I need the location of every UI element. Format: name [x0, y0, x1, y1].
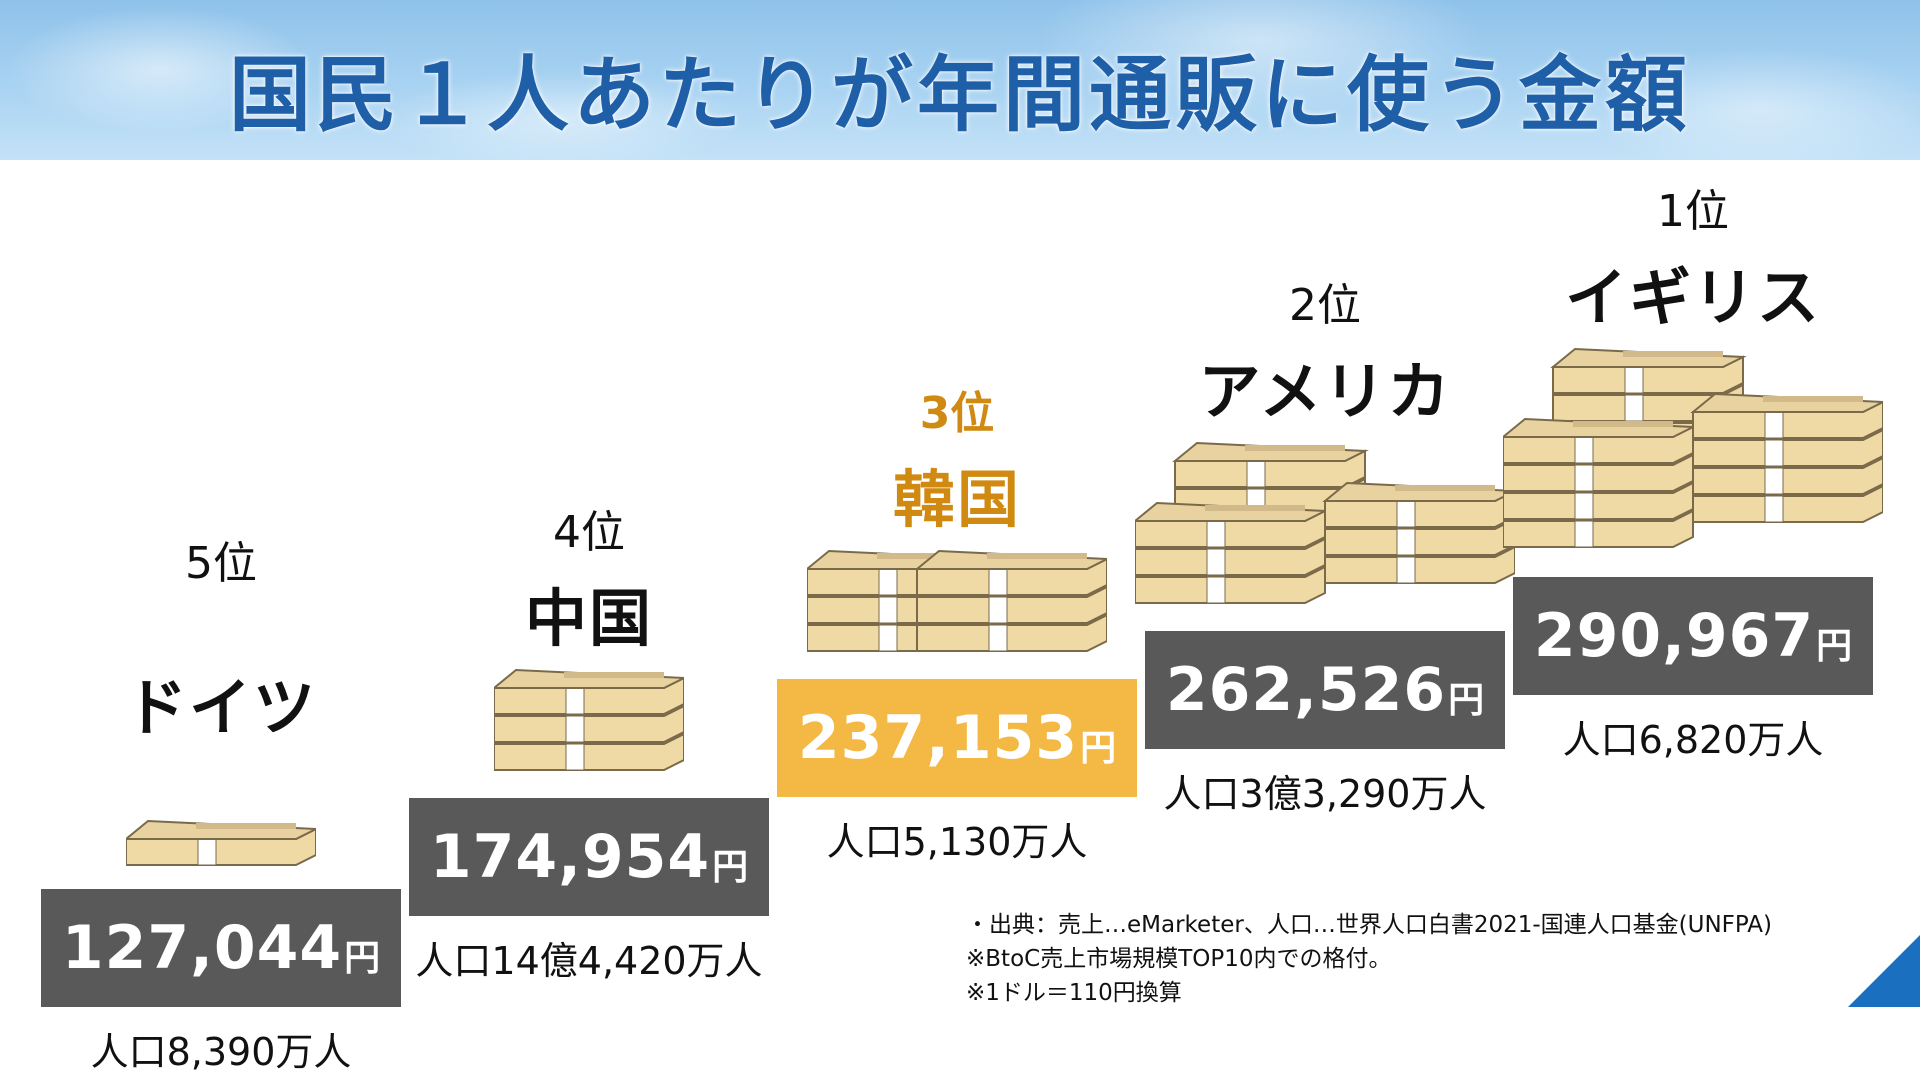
country-label: 韓国: [892, 463, 1021, 537]
note-source: ・出典：売上…eMarketer、人口…世界人口白書2021-国連人口基金(UN…: [966, 912, 1772, 938]
country-label: 中国: [524, 581, 653, 655]
rank-label: 1位: [1657, 186, 1729, 238]
rank-label: 3位: [919, 388, 995, 440]
money-stack-icon: [807, 550, 1107, 653]
header-banner: 国民１人あたりが年間通販に使う金額: [0, 0, 1920, 160]
rank-label: 2位: [1289, 280, 1361, 332]
money-stack-icon: [1135, 442, 1515, 605]
value-box: 174,954 円: [409, 797, 769, 916]
population-label: 人口5,130万人: [826, 820, 1088, 865]
population-label: 人口6,820万人: [1562, 718, 1824, 763]
value-unit: 円: [712, 846, 749, 888]
value-unit: 円: [344, 937, 381, 979]
value-box: 290,967 円: [1513, 577, 1873, 696]
source-notes: ・出典：売上…eMarketer、人口…世界人口白書2021-国連人口基金(UN…: [966, 908, 1896, 1010]
population-label: 人口14億4,420万人: [415, 938, 763, 983]
value-box: 127,044 円: [41, 888, 401, 1007]
note-ranking: ※BtoC売上市場規模TOP10内での格付。: [966, 946, 1392, 972]
country-label: イギリス: [1564, 261, 1821, 335]
value-unit: 円: [1448, 680, 1485, 722]
value-unit: 円: [1080, 728, 1117, 770]
value-label: 290,967: [1533, 601, 1815, 672]
corner-accent: [1848, 935, 1920, 1007]
ranking-chart: 127,044 円人口8,390万人 ドイツ 5位 174,954 円人口14億4,420…: [41, 186, 1883, 1074]
page-title: 国民１人あたりが年間通販に使う金額: [228, 48, 1691, 143]
value-label: 237,153: [797, 703, 1079, 774]
country-label: アメリカ: [1198, 355, 1452, 429]
money-stack-icon: [494, 668, 684, 771]
country-label: ドイツ: [124, 670, 317, 744]
value-box: 237,153 円: [777, 679, 1137, 798]
money-stack-icon: [126, 819, 316, 866]
value-label: 127,044: [61, 912, 343, 983]
population-label: 人口8,390万人: [90, 1029, 352, 1074]
value-label: 174,954: [429, 821, 711, 892]
money-stack-icon: [1503, 348, 1883, 549]
rank-label: 5位: [185, 537, 257, 589]
value-unit: 円: [1816, 626, 1853, 668]
value-label: 262,526: [1165, 655, 1447, 726]
value-box: 262,526 円: [1145, 631, 1505, 750]
note-exchange: ※1ドル＝110円換算: [966, 980, 1182, 1006]
rank-label: 4位: [553, 506, 625, 558]
population-label: 人口3億3,290万人: [1163, 772, 1487, 817]
